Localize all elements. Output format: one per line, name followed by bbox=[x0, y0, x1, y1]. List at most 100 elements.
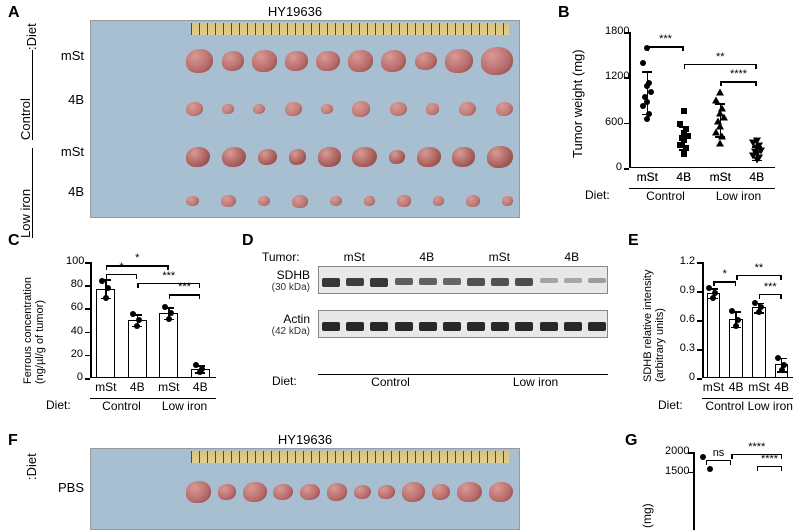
data-point bbox=[700, 454, 706, 460]
significance-label: *** bbox=[764, 281, 777, 293]
data-point bbox=[681, 151, 687, 157]
y-tick-label: 0.3 bbox=[678, 342, 695, 354]
diet-group: Low iron bbox=[153, 398, 216, 413]
ruler-f bbox=[191, 451, 509, 463]
tumor-sample bbox=[381, 50, 407, 72]
tumor-sample bbox=[330, 196, 342, 207]
x-label: 4B bbox=[130, 380, 145, 394]
blot-col-label: mSt bbox=[484, 250, 514, 264]
data-point bbox=[735, 317, 741, 323]
diet-axis-label: Diet: bbox=[658, 398, 683, 412]
panel-g-label: G bbox=[625, 432, 637, 450]
data-point bbox=[775, 355, 781, 361]
data-point bbox=[712, 97, 720, 104]
significance-label: ** bbox=[755, 262, 764, 274]
panel-e-ytitle: SDHB relative intensity(arbitrary units) bbox=[642, 270, 666, 383]
y-tick-label: 1.2 bbox=[678, 255, 695, 267]
tumor-sample bbox=[487, 146, 513, 168]
data-point bbox=[716, 140, 724, 147]
panel-f-photo bbox=[90, 448, 520, 530]
tumor-sample bbox=[457, 482, 481, 503]
data-point bbox=[683, 145, 689, 151]
y-tick-label: 1200 bbox=[605, 70, 622, 82]
blot-size-label: (30 kDa) bbox=[258, 282, 310, 293]
tumor-sample bbox=[186, 196, 199, 207]
tumor-sample bbox=[186, 147, 210, 167]
data-point bbox=[134, 323, 140, 329]
significance-label: *** bbox=[659, 33, 672, 45]
panel-a-label: A bbox=[8, 4, 20, 22]
data-point bbox=[753, 137, 761, 144]
data-point bbox=[130, 311, 136, 317]
x-label: 4B bbox=[676, 170, 691, 184]
blot-col-label: mSt bbox=[339, 250, 369, 264]
tumor-sample bbox=[321, 104, 333, 114]
panel-c-ytitle: Ferrous concentration(ng/µl/g of tumor) bbox=[22, 277, 46, 384]
data-point bbox=[640, 60, 646, 66]
panel-f-diet-label: :Diet bbox=[24, 453, 39, 480]
y-tick-label: 0 bbox=[678, 371, 695, 383]
panel-b-label: B bbox=[558, 4, 570, 22]
x-label: 4B bbox=[749, 170, 764, 184]
tumor-sample bbox=[432, 484, 451, 500]
diet-axis-label: Diet: bbox=[272, 374, 297, 388]
data-point bbox=[199, 366, 205, 372]
data-point bbox=[712, 290, 718, 296]
tumor-sample bbox=[300, 484, 320, 501]
x-label: 4B bbox=[193, 380, 208, 394]
tumor-sample bbox=[389, 150, 405, 164]
tumor-sample bbox=[222, 104, 233, 114]
tumor-sample bbox=[452, 147, 475, 167]
panel-c-label: C bbox=[8, 232, 20, 250]
significance-label: **** bbox=[730, 68, 747, 80]
tumor-sample bbox=[222, 51, 245, 70]
tumor-sample bbox=[221, 195, 236, 208]
y-tick-label: 40 bbox=[66, 325, 83, 337]
tumor-sample bbox=[222, 147, 246, 168]
tumor-sample bbox=[289, 149, 307, 164]
ruler-a bbox=[191, 23, 509, 35]
significance-label: *** bbox=[162, 270, 175, 282]
data-point bbox=[752, 300, 758, 306]
panel-d-label: D bbox=[242, 232, 254, 250]
tumor-sample bbox=[186, 49, 213, 72]
tumor-sample bbox=[415, 52, 437, 71]
y-tick-label: 20 bbox=[66, 348, 83, 360]
panel-b-chart: 060012001800********* bbox=[605, 18, 775, 168]
panel-f-row-pbs: PBS bbox=[48, 480, 84, 495]
diet-axis-label: Diet: bbox=[46, 398, 71, 412]
panel-a-title: HY19636 bbox=[90, 4, 500, 19]
tumor-sample bbox=[186, 481, 211, 502]
y-tick-label: 100 bbox=[66, 255, 83, 267]
panel-a-photo bbox=[90, 20, 520, 218]
y-tick-label: 0.6 bbox=[678, 313, 695, 325]
tumor-sample bbox=[397, 195, 410, 206]
tumor-sample bbox=[348, 50, 373, 71]
diet-group: Low iron bbox=[748, 398, 794, 413]
panel-b-ytitle: Tumor weight (mg) bbox=[570, 49, 585, 158]
y-tick-label: 60 bbox=[66, 301, 83, 313]
data-point bbox=[758, 304, 764, 310]
panel-g-chart: 20001500ns******** bbox=[665, 448, 795, 530]
data-point bbox=[644, 116, 650, 122]
tumor-sample bbox=[218, 484, 236, 499]
data-point bbox=[677, 121, 683, 127]
tumor-sample bbox=[292, 195, 307, 208]
western-blot bbox=[318, 310, 608, 338]
data-point bbox=[646, 80, 652, 86]
y-tick-label: 2000 bbox=[665, 445, 686, 457]
tumor-sample bbox=[459, 102, 476, 117]
tumor-sample bbox=[378, 485, 395, 499]
blot-col-label: 4B bbox=[557, 250, 587, 264]
blot-size-label: (42 kDa) bbox=[258, 326, 310, 337]
data-point bbox=[706, 285, 712, 291]
diet-group: Low iron bbox=[463, 374, 608, 389]
x-label: mSt bbox=[95, 380, 116, 394]
tumor-sample bbox=[318, 147, 341, 166]
tumor-sample bbox=[426, 103, 439, 114]
data-point bbox=[712, 128, 720, 135]
tumor-sample bbox=[285, 102, 302, 116]
data-point bbox=[642, 94, 648, 100]
tumor-sample bbox=[481, 47, 513, 74]
data-point bbox=[105, 285, 111, 291]
